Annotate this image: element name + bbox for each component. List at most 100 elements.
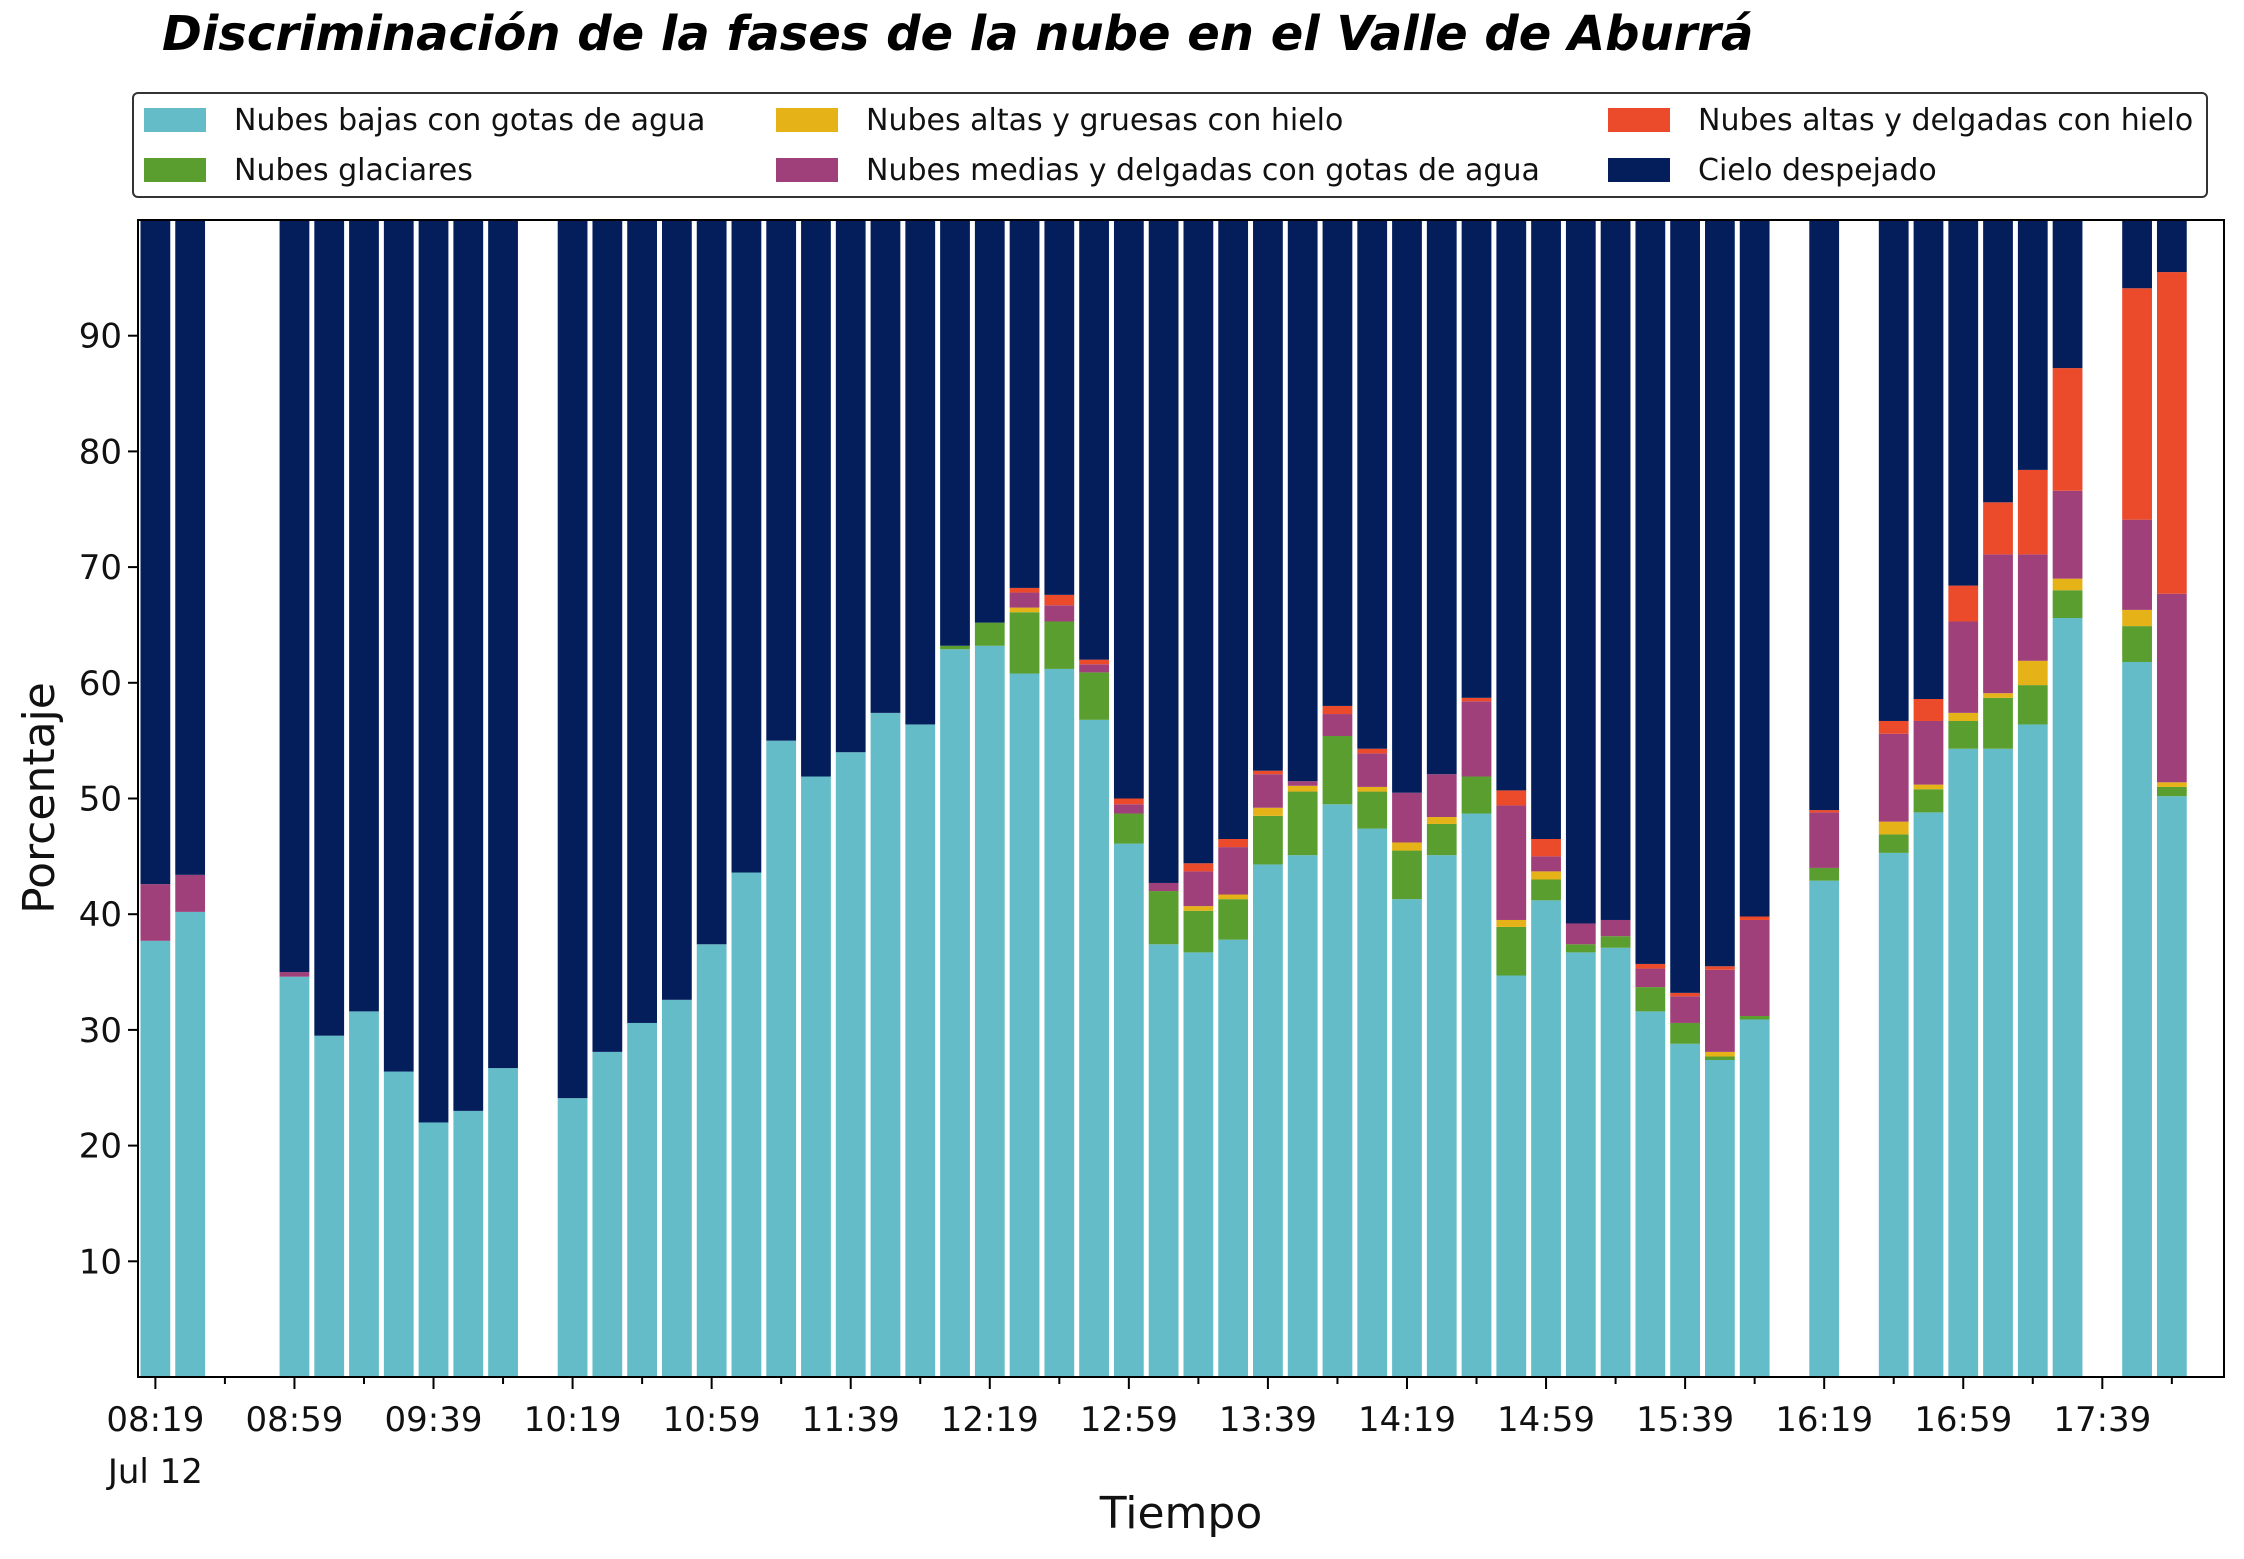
bar-segment-6 — [1531, 220, 1561, 839]
bar-segment-2 — [2156, 786, 2187, 797]
bar-segment-6 — [2052, 220, 2083, 369]
bar-segment-2 — [1983, 697, 2013, 749]
bar-segment-6 — [1287, 220, 1318, 782]
bar-segment-6 — [2017, 220, 2048, 470]
legend: Nubes bajas con gotas de agua Nubes glac… — [132, 92, 2208, 198]
bar-segment-6 — [1392, 220, 1422, 793]
bar-segment-5 — [2017, 469, 2048, 555]
bar-segment-6 — [175, 220, 206, 875]
bar-segment-3 — [1426, 817, 1457, 824]
bar-segment-3 — [1253, 807, 1283, 816]
y-tick-label: 50 — [79, 780, 122, 820]
bar-segment-5 — [1705, 966, 1735, 970]
x-tick-label: 14:19 — [1358, 1400, 1456, 1440]
bar-segment-3 — [2156, 782, 2187, 787]
bar-segment-1 — [1983, 748, 2013, 1377]
bar-segment-1 — [279, 976, 310, 1377]
x-tick-label: 10:59 — [663, 1400, 761, 1440]
x-tick-label: 16:19 — [1775, 1400, 1873, 1440]
y-tick-label: 20 — [79, 1127, 122, 1167]
bar-segment-6 — [1009, 220, 1040, 588]
bar-segment-6 — [1635, 220, 1666, 964]
bar-segment-1 — [1461, 813, 1492, 1377]
bar-segment-6 — [870, 220, 901, 713]
bar-segment-2 — [1461, 776, 1492, 814]
bar-segment-6 — [974, 220, 1005, 623]
bar-segment-6 — [1948, 220, 1979, 586]
legend-swatch — [144, 108, 206, 132]
bar-segment-6 — [1983, 220, 2013, 503]
bar-segment-4 — [1009, 592, 1040, 608]
bar-segment-5 — [1635, 963, 1666, 969]
bar-segment-6 — [835, 220, 866, 753]
bar-segment-1 — [1426, 855, 1457, 1377]
bar-segment-1 — [1531, 900, 1561, 1377]
bar-segment-5 — [2156, 272, 2187, 594]
bar-segment-1 — [940, 649, 970, 1377]
x-tick-label: 12:59 — [1080, 1400, 1178, 1440]
bar-segment-2 — [1183, 910, 1214, 953]
bar-segment-2 — [1148, 891, 1179, 945]
bar-segment-1 — [2017, 724, 2048, 1377]
bar-segment-5 — [1670, 992, 1700, 997]
bar-segment-4 — [1218, 847, 1249, 895]
x-axis: 08:19 Jul 12 08:59 09:39 10:19 10:59 11:39 12:1… — [106, 1377, 2173, 1492]
bar-segment-6 — [1809, 220, 1840, 811]
x-tick-label: 16:59 — [1914, 1400, 2012, 1440]
bar-segment-1 — [1183, 952, 1214, 1377]
bar-segment-4 — [1426, 774, 1457, 818]
bar-segment-5 — [1044, 594, 1075, 606]
legend-swatch — [1608, 158, 1670, 182]
bar-segment-1 — [175, 911, 206, 1377]
bar-segment-1 — [627, 1022, 657, 1377]
chart-title: Discriminación de la fases de la nube en… — [162, 6, 1754, 62]
bar-segment-4 — [1357, 753, 1388, 787]
bar-segment-6 — [1496, 220, 1527, 791]
bar-segment-4 — [1531, 856, 1561, 872]
bar-segment-1 — [1878, 852, 1909, 1377]
bar-segment-2 — [1705, 1056, 1735, 1060]
bar-segment-2 — [1426, 823, 1457, 856]
bar-segment-3 — [2052, 578, 2083, 591]
bar-segment-3 — [1913, 784, 1944, 790]
legend-item: Nubes altas y gruesas con hielo — [776, 100, 1343, 140]
bar-segment-1 — [1148, 944, 1179, 1377]
bar-segment-3 — [1357, 786, 1388, 792]
bar-segment-6 — [1357, 220, 1388, 749]
bar-segment-1 — [731, 872, 762, 1377]
bar-segment-5 — [1079, 659, 1109, 665]
bar-segment-4 — [1461, 701, 1492, 777]
bar-segment-6 — [940, 220, 970, 646]
bar-segment-1 — [662, 999, 692, 1377]
bar-segment-2 — [974, 622, 1005, 646]
x-tick-label: 08:19 — [106, 1400, 204, 1440]
bar-segment-2 — [940, 645, 970, 650]
bar-segment-6 — [731, 220, 762, 873]
bar-segment-5 — [1531, 839, 1561, 857]
bar-segment-1 — [140, 940, 171, 1377]
bar-segment-2 — [1600, 936, 1631, 948]
bar-segment-5 — [2122, 288, 2152, 520]
bar-segment-5 — [1009, 587, 1040, 593]
bar-segment-1 — [1705, 1059, 1735, 1377]
bar-segment-1 — [1670, 1043, 1700, 1377]
bar-segment-6 — [1600, 220, 1631, 920]
y-tick-label: 40 — [79, 895, 122, 935]
bars-group — [140, 220, 2187, 1377]
x-tick-label: 11:39 — [802, 1400, 900, 1440]
bar-segment-4 — [2017, 554, 2048, 661]
bar-segment-3 — [1948, 712, 1979, 721]
y-tick-label: 10 — [79, 1242, 122, 1282]
bar-segment-1 — [835, 752, 866, 1377]
bar-segment-4 — [1670, 996, 1700, 1023]
bar-segment-4 — [1079, 664, 1109, 673]
bar-segment-1 — [1357, 828, 1388, 1377]
y-tick-label: 90 — [79, 317, 122, 357]
bar-segment-5 — [1983, 502, 2013, 555]
bar-segment-2 — [1670, 1022, 1700, 1044]
bar-segment-5 — [1878, 720, 1909, 734]
legend-label: Nubes medias y delgadas con gotas de agu… — [866, 152, 1540, 188]
bar-segment-4 — [1183, 871, 1214, 907]
bar-segment-6 — [592, 220, 623, 1052]
bar-segment-6 — [1913, 220, 1944, 699]
